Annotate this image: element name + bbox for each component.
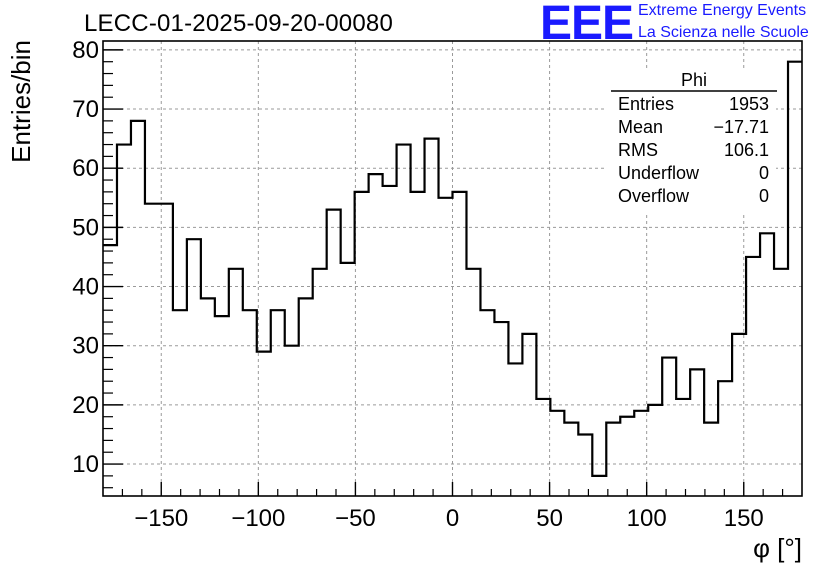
histogram-bin xyxy=(676,399,690,496)
histogram-bin xyxy=(257,352,271,496)
histogram-bin xyxy=(313,269,327,496)
x-tick-label: 0 xyxy=(446,505,459,532)
histogram-bin xyxy=(704,423,718,496)
histogram-bin xyxy=(285,346,299,496)
y-tick-label: 50 xyxy=(72,214,99,241)
chart-title: LECC-01-2025-09-20-00080 xyxy=(84,10,393,37)
y-tick-label: 60 xyxy=(72,155,99,182)
histogram-bin xyxy=(592,476,606,496)
stat-value-rms: 106.1 xyxy=(724,140,769,160)
y-tick-label: 10 xyxy=(72,451,99,478)
histogram-bin xyxy=(494,322,508,496)
stat-value-mean: −17.71 xyxy=(713,117,769,137)
y-axis-label: Entries/bin xyxy=(6,40,36,163)
histogram-bin xyxy=(117,145,131,496)
histogram-bin xyxy=(243,310,257,496)
histogram-bin xyxy=(215,316,229,496)
stat-label-overflow: Overflow xyxy=(618,186,690,206)
histogram-bin xyxy=(383,186,397,496)
axes xyxy=(102,40,803,497)
histogram-bin xyxy=(299,298,313,496)
y-tick-label: 80 xyxy=(72,37,99,64)
histogram-outline xyxy=(103,60,802,477)
histogram-bin xyxy=(425,139,439,496)
histogram-bin xyxy=(732,334,746,496)
histogram-bin xyxy=(355,192,369,496)
histogram-bin xyxy=(522,334,536,496)
histogram-bin xyxy=(369,174,383,496)
histogram-bin xyxy=(131,121,145,496)
histogram-bin xyxy=(788,62,802,496)
eee-logo: EEE xyxy=(540,0,634,50)
histogram-bin xyxy=(341,263,355,496)
histogram-bin xyxy=(397,145,411,496)
histogram-bin xyxy=(173,310,187,496)
histogram-bin xyxy=(760,233,774,496)
histogram-bin xyxy=(411,192,425,496)
logo-line-2: La Scienza nelle Scuole xyxy=(638,24,809,41)
histogram-bin xyxy=(746,257,760,496)
stat-label-mean: Mean xyxy=(618,117,663,137)
y-tick-label: 40 xyxy=(72,274,99,301)
stats-box-background xyxy=(606,70,776,212)
histogram-bin xyxy=(466,269,480,496)
logo-line-1: Extreme Energy Events xyxy=(638,2,807,19)
x-tick-label: 100 xyxy=(627,505,667,532)
histogram-bin xyxy=(145,204,159,496)
histogram xyxy=(103,60,802,496)
histogram-bin xyxy=(690,369,704,496)
histogram-bin xyxy=(536,399,550,496)
histogram-bin xyxy=(564,423,578,496)
histogram-bin xyxy=(578,434,592,496)
histogram-bin xyxy=(550,411,564,496)
histogram-bin xyxy=(774,269,788,496)
x-tick-label: 50 xyxy=(536,505,563,532)
histogram-bin xyxy=(508,363,522,496)
stat-value-entries: 1953 xyxy=(729,94,769,114)
stat-label-entries: Entries xyxy=(618,94,674,114)
tick-labels: −150 −100 −50 0 50 100 150 10 20 30 40 50 60 70 80 xyxy=(72,37,763,532)
stats-box: Phi Entries 1953 Mean −17.71 RMS 106.1 U… xyxy=(606,70,777,212)
histogram-bin xyxy=(229,269,243,496)
stat-value-underflow: 0 xyxy=(759,163,769,183)
x-tick-label: −100 xyxy=(231,505,285,532)
y-tick-label: 20 xyxy=(72,392,99,419)
histogram-bin xyxy=(718,381,732,496)
histogram-bin xyxy=(480,310,494,496)
y-tick-label: 70 xyxy=(72,96,99,123)
histogram-bin xyxy=(606,423,620,496)
histogram-bin xyxy=(187,239,201,496)
histogram-bin xyxy=(439,198,453,496)
stat-label-underflow: Underflow xyxy=(618,163,700,183)
stats-box-title: Phi xyxy=(681,70,707,90)
histogram-bin xyxy=(327,210,341,496)
y-tick-label: 30 xyxy=(72,333,99,360)
histogram-bin xyxy=(620,417,634,496)
stat-value-overflow: 0 xyxy=(759,186,769,206)
histogram-bin xyxy=(159,204,173,496)
x-tick-label: −50 xyxy=(335,505,376,532)
histogram-bin xyxy=(103,245,117,496)
stat-label-rms: RMS xyxy=(618,140,658,160)
x-tick-label: −150 xyxy=(134,505,188,532)
histogram-bin xyxy=(662,358,676,496)
x-axis-label: φ [°] xyxy=(753,533,802,563)
histogram-bin xyxy=(271,310,285,496)
x-tick-label: 150 xyxy=(724,505,764,532)
histogram-bin xyxy=(648,405,662,496)
histogram-bin xyxy=(453,192,467,496)
histogram-bin xyxy=(201,298,215,496)
